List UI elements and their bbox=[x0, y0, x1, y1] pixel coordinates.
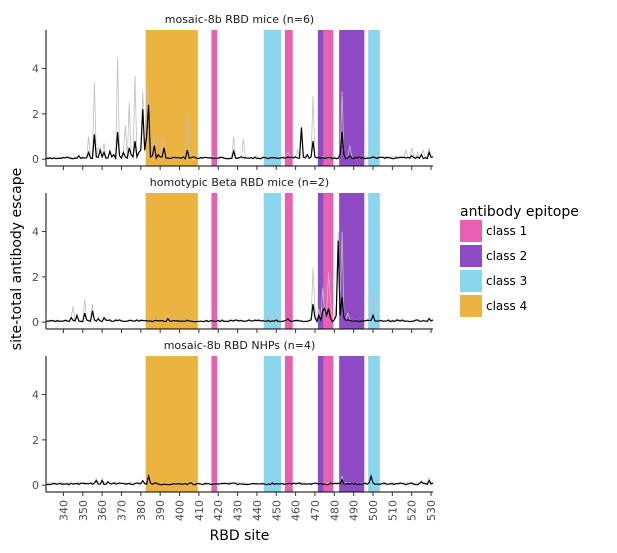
x-tick-label: 430 bbox=[232, 500, 245, 521]
epitope-band-class-4-0 bbox=[145, 193, 198, 329]
epitope-band-class-1-1 bbox=[211, 30, 218, 166]
legend: antibody epitope class 1 class 2 class 3 cla… bbox=[460, 204, 579, 317]
x-tick-label: 410 bbox=[193, 500, 206, 521]
y-tick-label: 2 bbox=[32, 271, 39, 284]
x-tick-label: 380 bbox=[135, 500, 148, 521]
y-tick-label: 4 bbox=[32, 63, 39, 76]
panel-title: homotypic Beta RBD mice (n=2) bbox=[150, 176, 329, 189]
mean-escape-line bbox=[45, 104, 434, 161]
epitope-band-class-3-2 bbox=[263, 356, 282, 492]
x-tick-label: 390 bbox=[154, 500, 167, 521]
epitope-band-class-3-7 bbox=[368, 193, 380, 329]
legend-title: antibody epitope bbox=[460, 204, 579, 220]
x-tick-label: 340 bbox=[57, 500, 70, 521]
epitope-band-class-3-7 bbox=[368, 356, 380, 492]
y-tick-label: 2 bbox=[32, 108, 39, 121]
epitope-band-class-1-5 bbox=[323, 193, 334, 329]
legend-label-class-4: class 4 bbox=[486, 299, 527, 313]
legend-swatch-class-2 bbox=[460, 245, 482, 267]
legend-swatch-class-3 bbox=[460, 270, 482, 292]
x-tick-label: 530 bbox=[425, 500, 438, 521]
epitope-band-class-4-0 bbox=[145, 356, 198, 492]
x-axis-title: RBD site bbox=[210, 528, 270, 544]
epitope-band-class-1-3 bbox=[284, 356, 293, 492]
y-axis-title: site-total antibody escape bbox=[9, 168, 25, 350]
epitope-band-class-3-2 bbox=[263, 30, 282, 166]
x-tick-label: 520 bbox=[406, 500, 419, 521]
x-tick-label: 360 bbox=[96, 500, 109, 521]
x-tick-label: 480 bbox=[328, 500, 341, 521]
y-tick-label: 2 bbox=[32, 434, 39, 447]
facet-panel-3: 0 2 4 mosaic-8b RBD NHPs (n=4) bbox=[32, 339, 434, 496]
legend-label-class-1: class 1 bbox=[486, 224, 527, 238]
epitope-band-class-1-3 bbox=[284, 193, 293, 329]
epitope-band-class-3-2 bbox=[263, 193, 282, 329]
panel-title: mosaic-8b RBD mice (n=6) bbox=[165, 13, 314, 26]
y-tick-label: 0 bbox=[32, 153, 39, 166]
epitope-band-class-4-0 bbox=[145, 30, 198, 166]
mean-escape-line bbox=[45, 240, 434, 323]
epitope-band-class-3-7 bbox=[368, 30, 380, 166]
legend-label-class-3: class 3 bbox=[486, 274, 527, 288]
x-tick-label: 460 bbox=[290, 500, 303, 521]
y-tick-label: 0 bbox=[32, 316, 39, 329]
epitope-band-class-2-4 bbox=[317, 30, 324, 166]
epitope-band-class-2-4 bbox=[317, 356, 324, 492]
legend-swatch-class-4 bbox=[460, 295, 482, 317]
x-tick-label: 420 bbox=[212, 500, 225, 521]
x-tick-label: 490 bbox=[348, 500, 361, 521]
epitope-band-class-1-1 bbox=[211, 193, 218, 329]
x-tick-label: 400 bbox=[174, 500, 187, 521]
epitope-band-class-2-4 bbox=[317, 193, 324, 329]
panel-title: mosaic-8b RBD NHPs (n=4) bbox=[164, 339, 316, 352]
epitope-band-class-1-5 bbox=[323, 356, 334, 492]
x-tick-label: 440 bbox=[251, 500, 264, 521]
legend-label-class-2: class 2 bbox=[486, 249, 527, 263]
y-tick-label: 4 bbox=[32, 389, 39, 402]
y-tick-label: 0 bbox=[32, 479, 39, 492]
x-tick-label: 510 bbox=[386, 500, 399, 521]
x-tick-label: 370 bbox=[115, 500, 128, 521]
epitope-band-class-1-5 bbox=[323, 30, 334, 166]
x-tick-label: 450 bbox=[270, 500, 283, 521]
epitope-band-class-1-3 bbox=[284, 30, 293, 166]
x-tick-label: 350 bbox=[77, 500, 90, 521]
x-tick-label: 470 bbox=[309, 500, 322, 521]
y-tick-label: 4 bbox=[32, 226, 39, 239]
mean-escape-line bbox=[45, 473, 434, 486]
x-tick-label: 500 bbox=[367, 500, 380, 521]
facet-panel-2: 0 2 4 homotypic Beta RBD mice (n=2) bbox=[32, 176, 434, 333]
legend-swatch-class-1 bbox=[460, 220, 482, 242]
epitope-band-class-1-1 bbox=[211, 356, 218, 492]
epitope-band-class-2-6 bbox=[339, 356, 365, 492]
facet-panel-1: 0 2 4 mosaic-8b RBD mice (n=6) bbox=[32, 13, 434, 170]
